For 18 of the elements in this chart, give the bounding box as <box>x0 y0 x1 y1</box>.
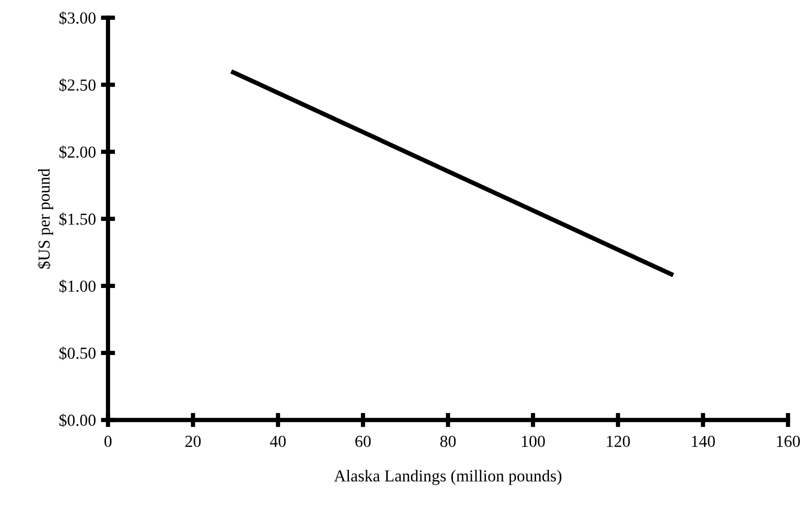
y-tick-label: $2.50 <box>59 78 96 92</box>
y-tick-label: $1.00 <box>59 280 96 293</box>
x-axis-title: Alaska Landings (million pounds) <box>334 470 562 485</box>
x-tick-label: 80 <box>440 436 456 447</box>
x-tick-label: 40 <box>270 436 286 447</box>
x-tick-label: 140 <box>692 436 715 447</box>
x-tick-label: 20 <box>185 436 201 447</box>
y-tick-label: $1.50 <box>59 212 96 226</box>
y-tick-label: $0.50 <box>59 346 96 360</box>
y-tick-label: $3.00 <box>59 11 96 25</box>
x-tick-label: 0 <box>104 436 112 447</box>
x-tick-label: 120 <box>606 436 630 447</box>
y-tick-label: $0.00 <box>59 414 96 428</box>
x-tick-label: 100 <box>522 436 545 447</box>
y-tick-label: $2.00 <box>59 146 96 159</box>
x-tick-label: 160 <box>776 436 800 447</box>
x-tick-label: 60 <box>355 436 371 447</box>
y-axis-title: $US per pound <box>38 168 54 269</box>
